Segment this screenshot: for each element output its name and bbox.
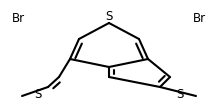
Text: S: S — [105, 10, 113, 23]
Text: S: S — [176, 87, 184, 100]
Text: Br: Br — [12, 12, 25, 25]
Text: Br: Br — [193, 12, 206, 25]
Text: S: S — [34, 87, 42, 100]
